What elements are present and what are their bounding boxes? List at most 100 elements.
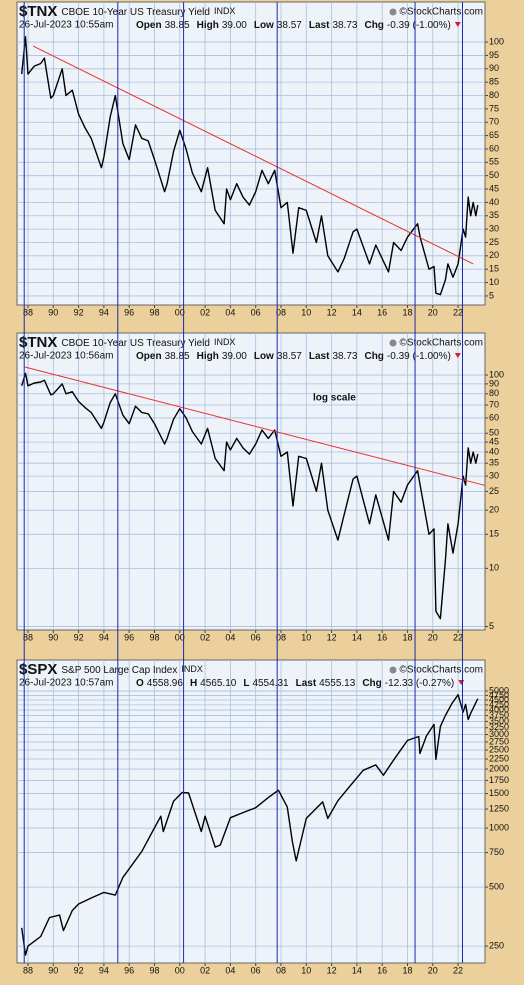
- date: 26-Jul-2023 10:57am: [19, 678, 114, 689]
- y-tick-label: 25: [489, 486, 499, 496]
- quote-label: High: [197, 20, 219, 31]
- quote-value: 4555.13: [319, 678, 356, 689]
- index-name: CBOE 10-Year US Treasury Yield: [61, 7, 210, 18]
- x-tick-label: 06: [251, 965, 261, 975]
- annotation: log scale: [313, 393, 356, 404]
- y-tick-label: 30: [489, 471, 499, 481]
- credit: ©StockCharts.com: [399, 338, 483, 349]
- quote: O 4558.96 H 4565.10 L 4554.31 Last 4555.13 Chg -1…: [136, 678, 454, 689]
- x-tick-label: 92: [74, 632, 84, 642]
- quote-value: 4558.96: [147, 678, 184, 689]
- quote-value: 4565.10: [200, 678, 237, 689]
- quote-label: O: [136, 678, 144, 689]
- index-name: S&P 500 Large Cap Index: [61, 665, 177, 676]
- y-tick-label: 50: [489, 170, 499, 180]
- quote-label: Open: [136, 351, 162, 362]
- x-tick-label: 12: [327, 965, 337, 975]
- y-tick-label: 3250: [489, 722, 509, 732]
- plot-area: [16, 332, 486, 631]
- y-tick-label: 30: [489, 223, 499, 233]
- price-line: [21, 694, 479, 956]
- x-tick-label: 90: [48, 965, 58, 975]
- y-tick-label: 250: [489, 940, 504, 950]
- x-tick-label: 16: [377, 632, 387, 642]
- y-tick-label: 10: [489, 277, 499, 287]
- y-tick-label: 40: [489, 446, 499, 456]
- x-tick-label: 14: [352, 632, 362, 642]
- y-tick-label: 3000: [489, 729, 509, 739]
- quote-label: Last: [309, 351, 330, 362]
- x-tick-label: 88: [23, 965, 33, 975]
- y-tick-label: 70: [489, 117, 499, 127]
- y-tick-label: 1500: [489, 788, 509, 798]
- quote-label: High: [197, 351, 219, 362]
- x-tick-label: 92: [74, 965, 84, 975]
- quote-label: Low: [254, 351, 274, 362]
- x-tick-label: 08: [276, 965, 286, 975]
- y-tick-label: 90: [489, 63, 499, 73]
- x-tick-label: 10: [301, 632, 311, 642]
- quote-label: Last: [309, 20, 330, 31]
- quote-label: Chg: [364, 20, 383, 31]
- x-tick-label: 04: [225, 632, 235, 642]
- credit-icon: [389, 8, 397, 16]
- x-tick-label: 94: [99, 965, 109, 975]
- y-tick-label: 80: [489, 388, 499, 398]
- x-tick-label: 88: [23, 307, 33, 317]
- x-tick-label: 22: [453, 632, 463, 642]
- plot-group: [21, 366, 485, 620]
- y-tick-label: 2000: [489, 763, 509, 773]
- plot-group: [21, 36, 479, 296]
- y-tick-label: 60: [489, 412, 499, 422]
- y-tick-label: 2750: [489, 736, 509, 746]
- y-tick-label: 4000: [489, 704, 509, 714]
- x-tick-label: 14: [352, 307, 362, 317]
- x-tick-label: 04: [225, 307, 235, 317]
- symbol: $TNX: [19, 334, 57, 351]
- y-tick-label: 45: [489, 183, 499, 193]
- y-tick-label: 20: [489, 505, 499, 515]
- x-tick-label: 00: [175, 965, 185, 975]
- quote-value: 38.57: [277, 20, 302, 31]
- x-tick-label: 00: [175, 632, 185, 642]
- x-tick-label: 10: [301, 307, 311, 317]
- y-tick-label: 35: [489, 458, 499, 468]
- date: 26-Jul-2023 10:56am: [19, 351, 114, 362]
- x-tick-label: 94: [99, 307, 109, 317]
- trend-line: [32, 45, 474, 265]
- price-line: [21, 372, 479, 620]
- symbol: $SPX: [19, 661, 57, 678]
- y-tick-label: 75: [489, 103, 499, 113]
- quote-value: 38.85: [165, 351, 190, 362]
- x-tick-label: 02: [200, 307, 210, 317]
- y-tick-label: 500: [489, 881, 504, 891]
- x-tick-label: 92: [74, 307, 84, 317]
- y-tick-label: 100: [489, 369, 504, 379]
- quote: Open 38.85 High 39.00 Low 38.57 Last 38.73 Chg -0…: [136, 351, 451, 362]
- quote-label: Chg: [364, 351, 383, 362]
- y-tick-label: 15: [489, 529, 499, 539]
- x-tick-label: 20: [428, 632, 438, 642]
- x-tick-label: 98: [149, 965, 159, 975]
- y-tick-label: 100: [489, 36, 504, 46]
- y-tick-label: 1750: [489, 775, 509, 785]
- quote-label: Last: [296, 678, 317, 689]
- x-tick-label: 08: [276, 307, 286, 317]
- y-tick-label: 10: [489, 563, 499, 573]
- y-tick-label: 4250: [489, 699, 509, 709]
- credit-icon: [389, 339, 397, 347]
- x-tick-label: 08: [276, 632, 286, 642]
- credit-icon: [389, 666, 397, 674]
- index-name: CBOE 10-Year US Treasury Yield: [61, 338, 210, 349]
- x-tick-label: 96: [124, 307, 134, 317]
- y-tick-label: 750: [489, 847, 504, 857]
- price-line: [21, 36, 479, 296]
- y-tick-label: 5000: [489, 685, 509, 695]
- x-tick-label: 90: [48, 307, 58, 317]
- quote-value: 39.00: [222, 20, 247, 31]
- x-tick-label: 16: [377, 307, 387, 317]
- quote-value: -0.39 (-1.00%): [387, 20, 451, 31]
- y-tick-label: 35: [489, 210, 499, 220]
- x-tick-label: 18: [402, 965, 412, 975]
- x-tick-label: 02: [200, 965, 210, 975]
